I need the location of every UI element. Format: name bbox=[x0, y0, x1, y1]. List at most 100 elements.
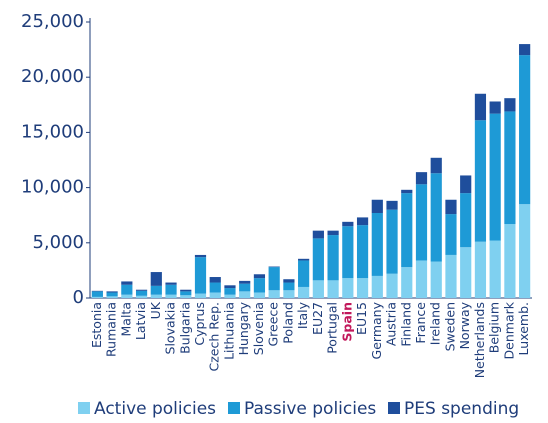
bar-segment bbox=[298, 260, 310, 287]
x-tick-label: Greece bbox=[266, 302, 281, 347]
x-tick-label: Czech Rep. bbox=[207, 302, 222, 371]
bar-segment bbox=[430, 261, 442, 298]
bar-segment bbox=[298, 258, 310, 261]
x-tick-label: Austria bbox=[384, 302, 399, 346]
bar-segment bbox=[415, 184, 428, 261]
bar-segment bbox=[445, 254, 457, 298]
bar-segment bbox=[327, 235, 339, 281]
bar-segment bbox=[91, 290, 103, 292]
bar-segment bbox=[150, 285, 162, 295]
bar-segment bbox=[224, 288, 236, 295]
x-tick-label: UK bbox=[148, 301, 163, 319]
bar-segment bbox=[460, 247, 472, 298]
bar-segment bbox=[239, 283, 251, 292]
x-tick-label: Estonia bbox=[89, 302, 104, 348]
x-tick-label: Malta bbox=[118, 302, 133, 336]
bar-segment bbox=[239, 280, 251, 284]
x-tick-label: Slovenia bbox=[251, 302, 266, 355]
bar-segment bbox=[371, 212, 383, 276]
bar-segment bbox=[504, 224, 516, 298]
bar-segment bbox=[165, 282, 177, 285]
bar-segment bbox=[253, 274, 266, 279]
bar-segment bbox=[386, 209, 398, 274]
bar-segment bbox=[474, 120, 487, 242]
bar-segment bbox=[121, 284, 133, 295]
bar-segment bbox=[180, 289, 192, 292]
y-tick-label: 20,000 bbox=[21, 66, 84, 87]
bar-segment bbox=[224, 294, 236, 298]
bar-segment bbox=[415, 260, 428, 298]
bar-segment bbox=[268, 267, 280, 291]
bar-segment bbox=[342, 278, 354, 298]
bar-segment bbox=[474, 241, 487, 298]
bar-segment bbox=[460, 193, 472, 248]
bar-segment bbox=[165, 294, 177, 298]
legend-label: Passive policies bbox=[244, 399, 376, 419]
bar-segment bbox=[401, 193, 413, 268]
bar-segment bbox=[121, 281, 133, 285]
bar-segment bbox=[327, 230, 339, 236]
bar-segment bbox=[209, 292, 221, 298]
x-tick-label: Spain bbox=[339, 302, 354, 342]
bar-segment bbox=[386, 273, 398, 298]
bar-segment bbox=[253, 278, 266, 293]
bar-segment bbox=[312, 238, 324, 281]
x-tick-label: Luxemb. bbox=[516, 302, 531, 355]
x-tick-label: EU15 bbox=[354, 302, 369, 335]
bar-segment bbox=[106, 291, 118, 293]
bar-segment bbox=[283, 279, 295, 283]
bar-segment bbox=[194, 293, 207, 298]
x-tick-label: Bulgaria bbox=[177, 302, 192, 354]
x-tick-label: Poland bbox=[280, 302, 295, 344]
bar-segment bbox=[342, 221, 354, 227]
x-tick-label: Finland bbox=[398, 302, 413, 347]
y-tick-label: 25,000 bbox=[21, 11, 84, 32]
bar-segment bbox=[91, 296, 103, 298]
bar-segment bbox=[312, 280, 324, 298]
x-tick-label: Sweden bbox=[442, 302, 457, 351]
bar-segment bbox=[445, 214, 457, 255]
bar-segment bbox=[401, 267, 413, 298]
bar-segment bbox=[430, 173, 442, 262]
x-tick-label: Portugal bbox=[325, 302, 340, 354]
x-tick-label: France bbox=[413, 302, 428, 344]
x-tick-label: Italy bbox=[295, 301, 310, 329]
bar-segment bbox=[342, 226, 354, 279]
y-tick-label: 10,000 bbox=[21, 177, 84, 198]
bar-segment bbox=[283, 290, 295, 298]
bar-segment bbox=[504, 98, 516, 112]
bar-segment bbox=[165, 284, 177, 295]
legend-swatch bbox=[78, 402, 90, 414]
x-tick-label: Slovakia bbox=[163, 302, 178, 354]
bar-segment bbox=[298, 286, 310, 298]
x-tick-label: Cyprus bbox=[192, 302, 207, 346]
bar-segment bbox=[150, 272, 162, 286]
bar-segment bbox=[386, 200, 398, 210]
bar-segment bbox=[268, 290, 280, 298]
bar-segment bbox=[445, 199, 457, 215]
bar-segment bbox=[135, 290, 148, 296]
y-tick-label: 5,000 bbox=[32, 232, 84, 253]
y-tick-label: 0 bbox=[73, 287, 84, 308]
legend-swatch bbox=[228, 402, 240, 414]
bar-segment bbox=[121, 294, 133, 298]
bar-segment bbox=[180, 291, 192, 296]
x-tick-label: Norway bbox=[457, 301, 472, 349]
x-tick-label: Denmark bbox=[501, 301, 516, 359]
bar-segment bbox=[106, 292, 118, 297]
bar-segment bbox=[283, 282, 295, 291]
bar-segment bbox=[504, 111, 516, 225]
bar-segment bbox=[135, 289, 148, 291]
bar-segment bbox=[474, 93, 487, 121]
bar-segment bbox=[356, 225, 369, 279]
x-tick-label: Ireland bbox=[428, 302, 443, 345]
legend-swatch bbox=[388, 402, 400, 414]
x-tick-label: Netherlands bbox=[472, 302, 487, 378]
x-tick-label: Lithuania bbox=[221, 302, 236, 360]
bar-segment bbox=[489, 113, 501, 241]
bar-segment bbox=[401, 189, 413, 194]
bar-segment bbox=[268, 266, 280, 268]
bar-segment bbox=[356, 278, 369, 298]
bar-segment bbox=[224, 285, 236, 289]
